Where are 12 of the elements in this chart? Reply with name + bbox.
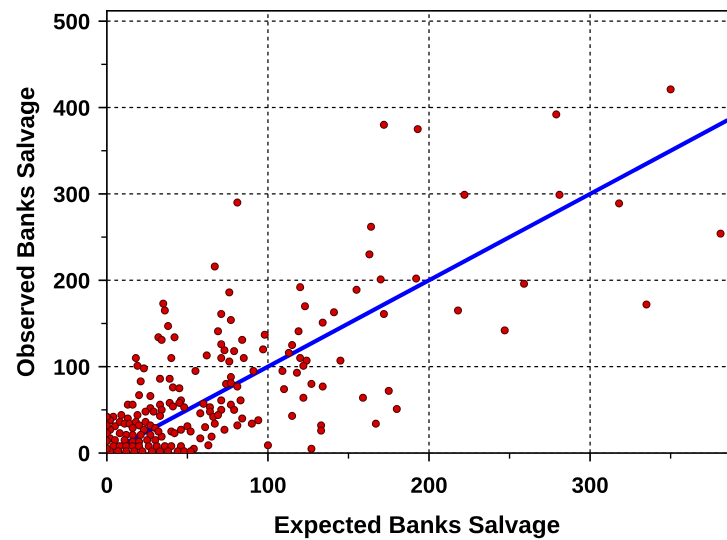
y-tick-label: 0	[78, 446, 90, 462]
y-tick-label: 100	[54, 359, 90, 375]
x-tick-label: 100	[250, 477, 286, 493]
x-axis-title: Expected Banks Salvage	[275, 515, 560, 538]
x-tick-label: 0	[102, 477, 112, 493]
x-tick-label: 300	[572, 477, 608, 494]
y-axis-title: Observed Banks Salvage	[16, 88, 40, 376]
y-tick-label: 200	[54, 272, 90, 289]
y-tick-label: 300	[54, 186, 90, 202]
x-tick-label: 200	[411, 477, 447, 493]
y-tick-label: 500	[54, 14, 90, 30]
y-tick-label: 400	[53, 100, 90, 116]
